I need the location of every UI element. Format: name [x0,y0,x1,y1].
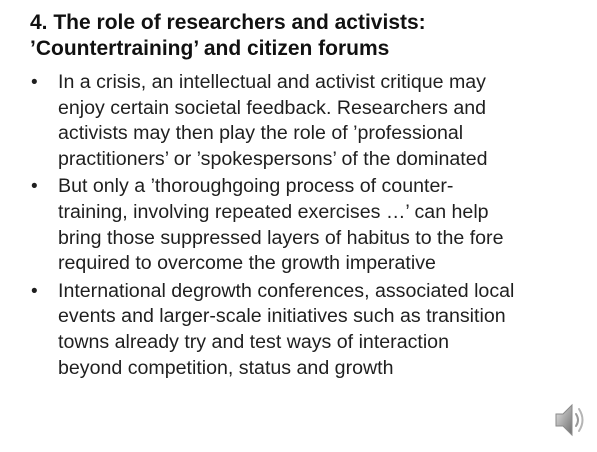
bullet-dot: • [31,72,38,93]
bullet-text-line: International degrowth conferences, asso… [58,279,515,302]
slide-title-line: ’Countertraining’ and citizen forums [30,37,390,60]
bullet-dot: • [31,280,38,302]
bullet-dot: • [31,176,38,198]
bullet-item: • But only a ’thoroughgoing process of c… [30,174,585,276]
speaker-icon[interactable] [553,398,589,442]
bullet-text-line: training, involving repeated exercises …… [58,200,489,223]
bullet-text-line: In a crisis, an intellectual and activis… [58,71,486,93]
slide-title-line: 4. The role of researchers and activists… [30,11,426,34]
bullet-text-line: enjoy certain societal feedback. Researc… [58,96,487,119]
bullet-text-line: activists may then play the role of ’pro… [58,122,464,145]
speaker-icon-graphic [555,403,584,437]
bullet-text-line: But only a ’thoroughgoing process of cou… [58,175,454,198]
bullet-list: • In a crisis, an intellectual and activ… [30,70,585,383]
bullet-text-line: required to overcome the growth imperati… [58,252,436,275]
slide-title: 4. The role of researchers and activists… [30,10,570,62]
bullet-text-line: beyond competition, status and growth [58,356,394,379]
bullet-text-line: bring those suppressed layers of habitus… [58,226,504,249]
bullet-item: • International degrowth conferences, as… [30,279,585,381]
bullet-text-line: events and larger-scale initiatives such… [58,305,506,328]
bullet-item: • In a crisis, an intellectual and activ… [30,70,585,172]
bullet-text-line: practitioners’ or ’spokespersons’ of the… [58,147,488,170]
bullet-text-line: towns already try and test ways of inter… [58,330,449,353]
